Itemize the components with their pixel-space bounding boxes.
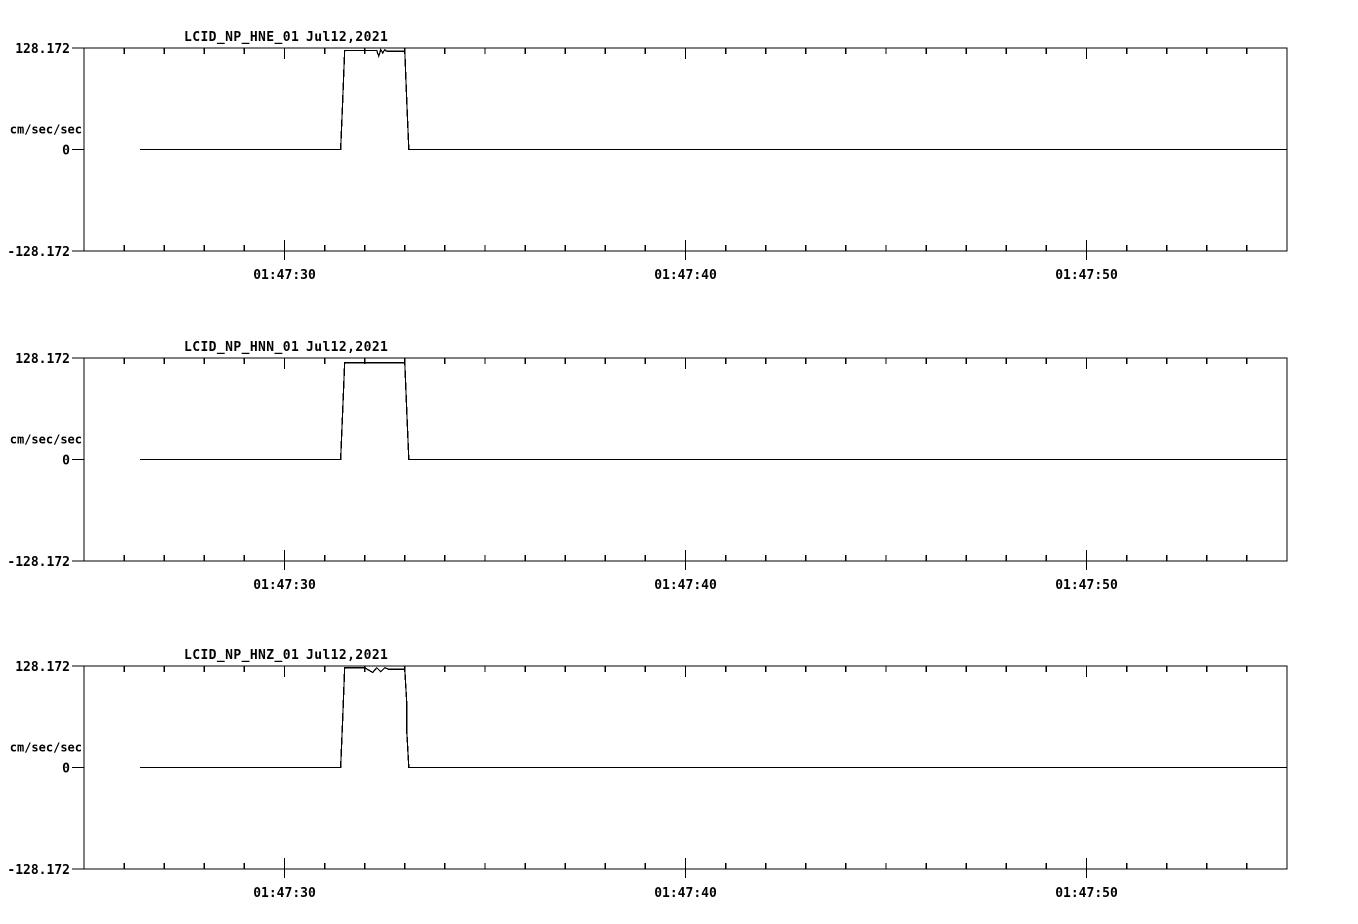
panel-date-label: Jul12,2021: [306, 648, 388, 663]
x-axis-tick-label: 01:47:30: [253, 578, 316, 593]
x-axis-tick-label: 01:47:30: [253, 268, 316, 283]
y-axis-zero-label: 0: [62, 454, 70, 469]
panel-date-label: Jul12,2021: [306, 30, 388, 45]
y-axis-unit-label: cm/sec/sec: [10, 433, 82, 447]
trace-panel-lcid_np_hnn_01: 01:47:30 01:47:40 01:47:50 128.172 -128.172 0…: [0, 318, 1358, 601]
x-axis-tick-label: 01:47:40: [654, 268, 717, 283]
x-axis-tick-label: 01:47:40: [654, 578, 717, 593]
waveform-trace: [140, 48, 1287, 151]
y-axis-min-label: -128.172: [7, 245, 70, 260]
x-axis-tick-label: 01:47:50: [1055, 268, 1118, 283]
y-axis-unit-label: cm/sec/sec: [10, 123, 82, 137]
y-axis-unit-label: cm/sec/sec: [10, 741, 82, 755]
panel-channel-label: LCID_NP_HNN_01: [184, 340, 299, 355]
y-axis-min-label: -128.172: [7, 863, 70, 878]
panel-channel-label: LCID_NP_HNZ_01: [184, 648, 299, 663]
panel-channel-label: LCID_NP_HNE_01: [184, 30, 299, 45]
trace-panel-lcid_np_hnz_01: 01:47:30 01:47:40 01:47:50 128.172 -128.172 0…: [0, 626, 1358, 909]
y-axis-zero-label: 0: [62, 762, 70, 777]
y-axis-zero-label: 0: [62, 144, 70, 159]
y-axis-max-label: 128.172: [15, 352, 70, 367]
waveform-trace: [140, 362, 1287, 461]
x-axis-tick-label: 01:47:50: [1055, 886, 1118, 901]
waveform-trace: [140, 666, 1287, 769]
y-axis-min-label: -128.172: [7, 555, 70, 570]
x-axis-tick-label: 01:47:30: [253, 886, 316, 901]
y-axis-max-label: 128.172: [15, 660, 70, 675]
y-axis-max-label: 128.172: [15, 42, 70, 57]
x-axis-tick-label: 01:47:50: [1055, 578, 1118, 593]
trace-panel-lcid_np_hne_01: 01:47:30 01:47:40 01:47:50 128.172 -128.172 0…: [0, 8, 1358, 291]
panel-date-label: Jul12,2021: [306, 340, 388, 355]
x-axis-tick-label: 01:47:40: [654, 886, 717, 901]
